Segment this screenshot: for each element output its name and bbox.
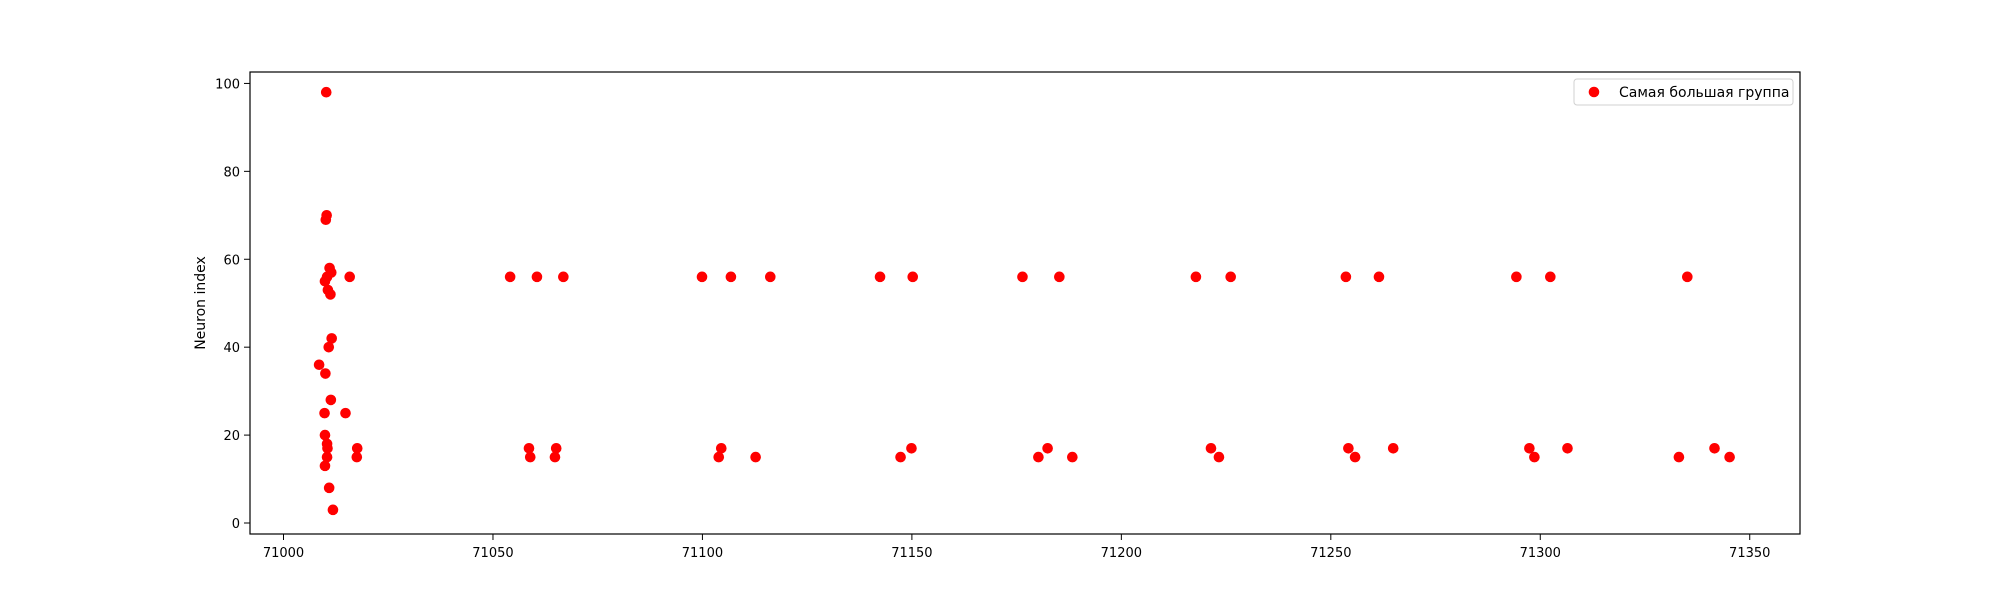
data-point (906, 442, 917, 454)
y-axis-ticks: 0 20 40 60 80 100 (215, 77, 250, 532)
data-point (504, 271, 516, 283)
y-tick-label: 0 (232, 517, 240, 532)
x-tick-label: 71200 (1101, 546, 1142, 561)
x-tick-label: 71150 (891, 546, 932, 561)
data-point (1373, 271, 1385, 283)
data-point (1225, 271, 1236, 283)
data-point (1529, 451, 1540, 463)
data-point (1724, 451, 1735, 463)
data-point (1349, 451, 1361, 463)
data-point (725, 271, 737, 283)
data-point (524, 451, 536, 463)
legend-box (1573, 78, 1794, 106)
data-point (313, 359, 325, 371)
data-point (1524, 442, 1535, 454)
data-point (715, 442, 727, 454)
data-point (1709, 442, 1720, 454)
y-axis-label: Neuron index (193, 256, 209, 350)
y-tick-label: 20 (223, 429, 240, 444)
y-tick-label: 40 (223, 341, 240, 356)
data-point (713, 451, 725, 463)
data-point (1511, 271, 1522, 283)
data-point (874, 271, 886, 283)
data-point (320, 368, 331, 379)
data-point (1673, 451, 1685, 463)
data-point (764, 271, 776, 283)
data-point (1682, 271, 1693, 283)
y-tick-label: 60 (223, 253, 240, 268)
data-point (549, 451, 561, 463)
data-point (1340, 271, 1352, 283)
data-point (319, 275, 331, 287)
data-point (1054, 271, 1065, 283)
data-point (327, 504, 339, 516)
data-point (340, 407, 351, 419)
x-tick-label: 71000 (263, 546, 304, 561)
data-point (1213, 451, 1225, 463)
data-point (351, 442, 363, 454)
data-point (1017, 271, 1028, 283)
data-point (1387, 442, 1399, 454)
data-point (895, 451, 906, 463)
plot-frame (249, 71, 1801, 535)
data-point (320, 214, 332, 225)
data-point (907, 271, 919, 283)
data-point (1042, 442, 1053, 454)
legend: Самая большая группа (1573, 78, 1794, 106)
data-point (319, 407, 330, 419)
data-point (322, 442, 333, 454)
data-point (325, 394, 337, 406)
x-axis-ticks: 71000 71050 71100 71150 71200 71250 71300 71350 (263, 534, 1770, 561)
data-point (1190, 271, 1202, 283)
data-point (750, 451, 761, 463)
data-point (523, 442, 535, 454)
data-point (558, 271, 569, 283)
data-point (1343, 442, 1354, 454)
data-point (1562, 442, 1573, 454)
data-point (323, 482, 335, 494)
data-point (325, 289, 336, 300)
data-point (550, 442, 562, 454)
y-tick-label: 80 (223, 165, 240, 180)
x-tick-label: 71350 (1729, 546, 1770, 561)
scatter-points (313, 86, 1735, 516)
x-tick-label: 71100 (682, 546, 723, 561)
x-tick-label: 71300 (1520, 546, 1561, 561)
legend-label: Самая большая группа (1619, 85, 1789, 101)
data-point (531, 271, 543, 283)
data-point (351, 451, 363, 463)
data-point (344, 271, 356, 283)
data-point (320, 86, 332, 98)
x-tick-label: 71250 (1310, 546, 1351, 561)
data-point (696, 271, 708, 283)
data-point (1545, 271, 1556, 283)
y-tick-label: 100 (215, 77, 240, 92)
data-point (326, 333, 337, 344)
legend-marker (1588, 86, 1600, 98)
x-tick-label: 71050 (472, 546, 513, 561)
data-point (323, 341, 335, 353)
data-point (1033, 451, 1044, 463)
data-point (319, 429, 331, 441)
data-point (1205, 442, 1217, 454)
data-point (319, 460, 331, 472)
data-point (321, 451, 333, 463)
data-point (1067, 451, 1078, 463)
